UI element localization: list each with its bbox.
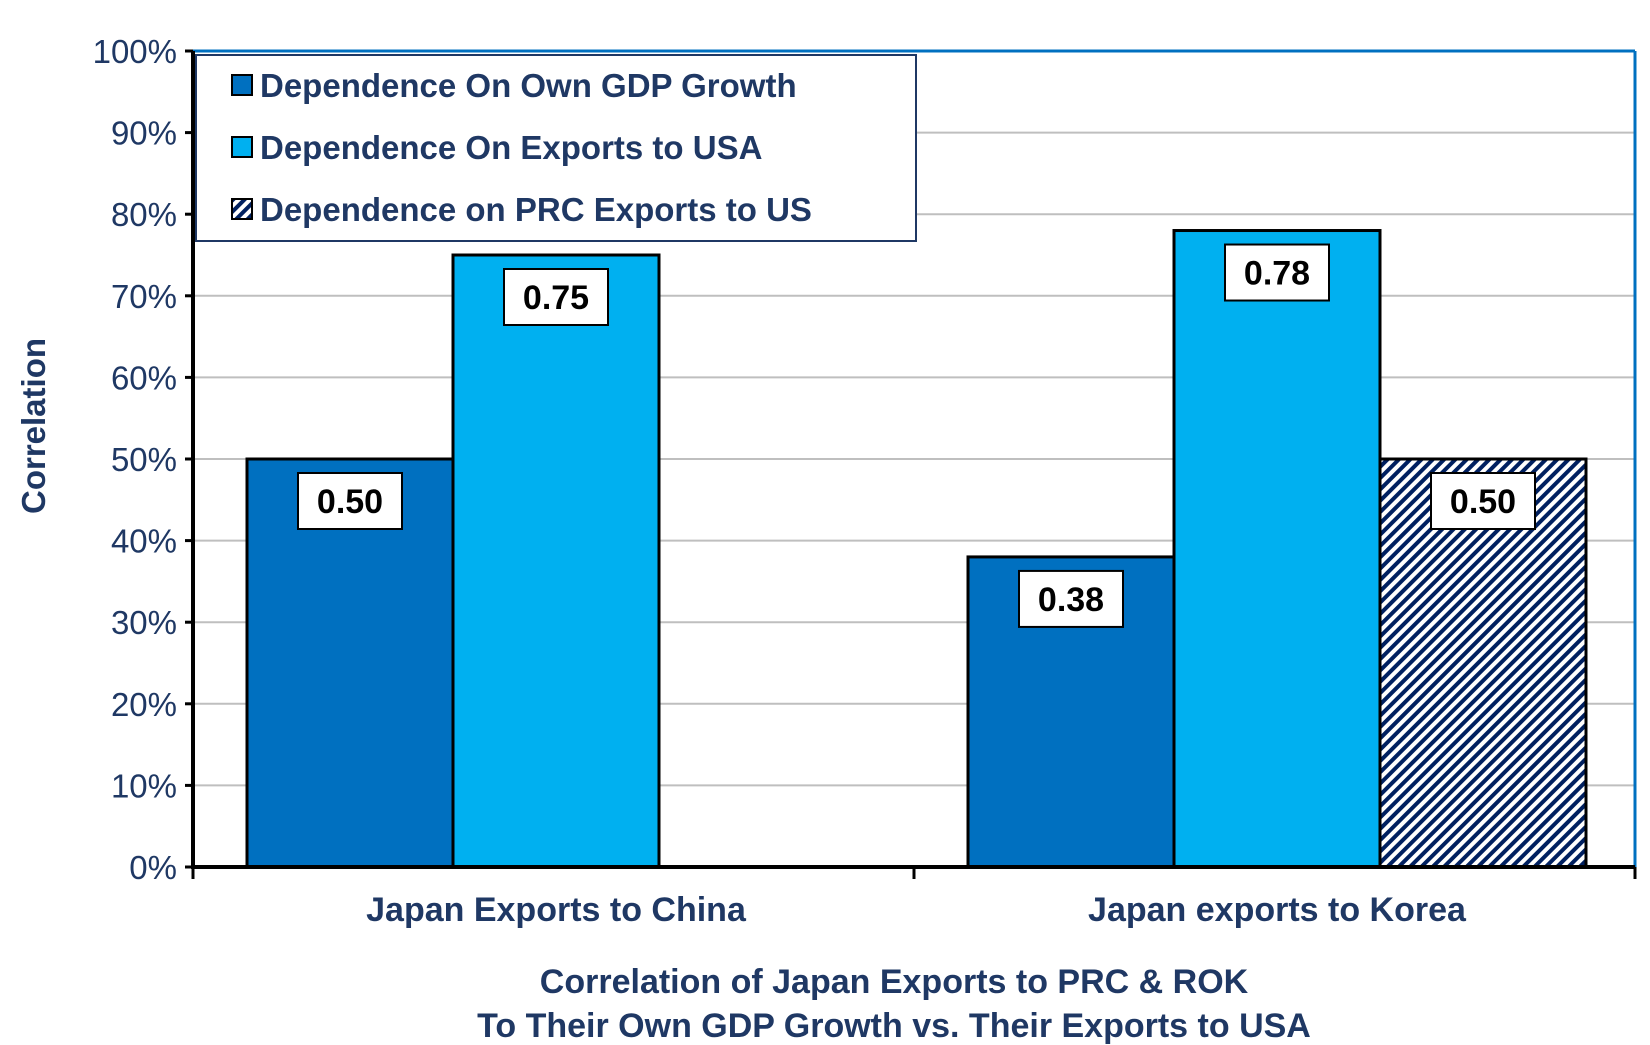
data-labels: 0.50 0.75 0.38 0.78 0.50 (297, 243, 1536, 628)
y-tick-label: 50% (111, 441, 177, 478)
y-tick-label: 10% (111, 767, 177, 804)
y-axis-ticks: 0% 10% 20% 30% 40% 50% 60% 70% 80% 90% 100% (93, 33, 193, 886)
legend: Dependence On Own GDP Growth Dependence O… (195, 54, 917, 242)
y-tick-label: 60% (111, 359, 177, 396)
legend-entry: Dependence On Exports to USA (260, 129, 762, 166)
bar (1172, 229, 1382, 869)
x-axis-title: Correlation of Japan Exports to PRC & RO… (477, 963, 1311, 1045)
x-tick-label: Japan exports to Korea (1088, 891, 1467, 929)
legend-entry: Dependence on PRC Exports to US (260, 191, 812, 228)
data-label-box (1224, 243, 1330, 302)
y-tick-label: 90% (111, 115, 177, 152)
data-label-box (503, 268, 609, 326)
data-label-box (297, 472, 403, 530)
y-tick-label: 0% (129, 849, 177, 886)
data-label-box (1430, 472, 1536, 530)
data-label: 0.38 (1038, 581, 1104, 619)
y-axis-title: Correlation (15, 338, 52, 514)
y-tick-label: 40% (111, 523, 177, 560)
data-label: 0.50 (1450, 483, 1516, 521)
legend-box (195, 54, 917, 242)
legend-entry: Dependence On Own GDP Growth (260, 67, 797, 104)
bars (245, 229, 1588, 869)
bar (451, 253, 661, 869)
data-label: 0.50 (317, 483, 383, 521)
data-label: 0.78 (1244, 255, 1310, 293)
legend-swatch (231, 198, 253, 220)
y-tick-label: 70% (111, 278, 177, 315)
legend-swatch (231, 74, 253, 96)
x-tick-label: Japan Exports to China (366, 891, 747, 929)
data-label: 0.75 (523, 279, 589, 317)
y-tick-label: 20% (111, 686, 177, 723)
y-tick-label: 80% (111, 196, 177, 233)
x-axis-title-line: Correlation of Japan Exports to PRC & RO… (540, 963, 1249, 1001)
legend-swatch (231, 136, 253, 158)
data-label-box (1018, 569, 1124, 628)
y-tick-label: 30% (111, 604, 177, 641)
y-tick-label: 100% (93, 33, 177, 70)
x-axis-title-line: To Their Own GDP Growth vs. Their Export… (477, 1007, 1311, 1045)
x-axis-ticks: Japan Exports to China Japan exports to K… (191, 867, 1637, 929)
